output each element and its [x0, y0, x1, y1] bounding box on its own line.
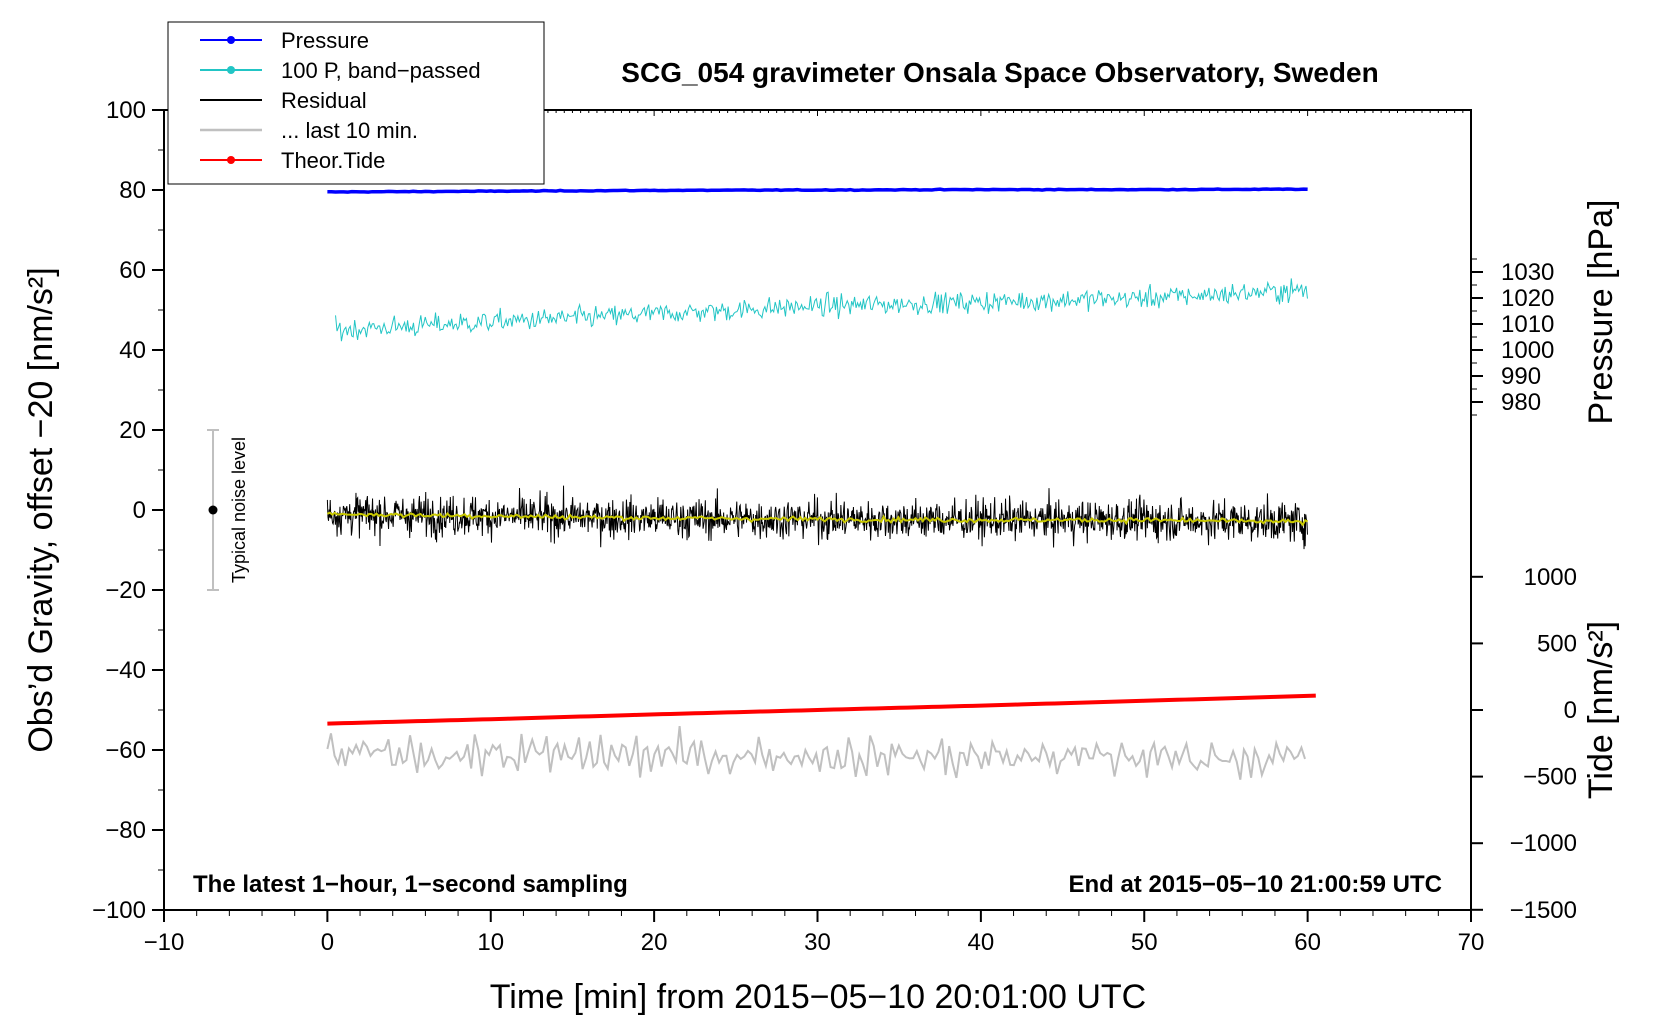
- pressure-axis-label: Pressure [hPa]: [1582, 200, 1620, 425]
- series-pressure: [327, 187, 1308, 194]
- noise-bar-center: [208, 505, 218, 515]
- x-tick-label: 60: [1294, 929, 1321, 956]
- annotation-end-time: End at 2015−05−10 21:00:59 UTC: [1068, 871, 1442, 898]
- y-tick-label: 40: [119, 337, 146, 364]
- tide-tick-label: −1500: [1510, 897, 1577, 924]
- tide-tick-label: 500: [1537, 630, 1577, 657]
- series-layer: [326, 187, 1316, 780]
- tide-axis: 1000 500 0 −500 −1000 −1500: [1471, 564, 1577, 924]
- pressure-tick-label: 1020: [1501, 285, 1554, 312]
- annotation-sampling: The latest 1−hour, 1−second sampling: [193, 871, 628, 898]
- series-residual: [326, 485, 1308, 550]
- y-tick-label: −40: [105, 657, 146, 684]
- tide-tick-label: −1000: [1510, 830, 1577, 857]
- series-last-10-min: [326, 726, 1306, 780]
- x-tick-label: 70: [1458, 929, 1485, 956]
- series-theoretical-tide: [327, 693, 1316, 726]
- y-tick-label: 0: [133, 497, 146, 524]
- x-tick-label: 10: [477, 929, 504, 956]
- y-tick-label: −20: [105, 577, 146, 604]
- pressure-tick-label: 980: [1501, 389, 1541, 416]
- legend: Pressure 100 P, band−passed Residual ... la…: [167, 21, 545, 185]
- y-tick-label: −100: [92, 897, 146, 924]
- tide-tick-label: 0: [1564, 697, 1577, 724]
- legend-label: 100 P, band−passed: [281, 58, 481, 83]
- y-tick-label: 100: [106, 97, 146, 124]
- pressure-tick-label: 1030: [1501, 259, 1554, 286]
- x-tick-label: 50: [1131, 929, 1158, 956]
- pressure-tick-label: 1000: [1501, 337, 1554, 364]
- tide-tick-label: 1000: [1524, 564, 1577, 591]
- legend-label: Theor.Tide: [281, 148, 385, 173]
- x-tick-label: −10: [144, 929, 185, 956]
- series-band-passed: [335, 278, 1308, 342]
- y-axis-left: 100 80 60 40 20 0 −20 −40 −60 −80 −100: [92, 97, 164, 924]
- legend-label: Residual: [281, 88, 367, 113]
- x-tick-label: 0: [321, 929, 334, 956]
- y-tick-label: −80: [105, 817, 146, 844]
- x-tick-label: 20: [641, 929, 668, 956]
- tide-tick-label: −500: [1523, 764, 1577, 791]
- legend-label: Pressure: [281, 28, 369, 53]
- noise-level-bar: Typical noise level: [207, 429, 249, 591]
- pressure-tick-label: 1010: [1501, 311, 1554, 338]
- chart-title: SCG_054 gravimeter Onsala Space Observat…: [621, 57, 1378, 88]
- noise-bar-label: Typical noise level: [229, 437, 249, 583]
- y-axis-label: Obs’d Gravity, offset −20 [nm/s²]: [22, 267, 60, 752]
- pressure-tick-label: 990: [1501, 363, 1541, 390]
- x-axis: −10 0 10 20 30 40 50 60 70: [144, 110, 1485, 956]
- y-tick-label: 20: [119, 417, 146, 444]
- legend-marker: [227, 156, 235, 164]
- x-tick-label: 40: [968, 929, 995, 956]
- y-tick-label: 80: [119, 177, 146, 204]
- y-tick-label: −60: [105, 737, 146, 764]
- x-axis-label: Time [min] from 2015−05−10 20:01:00 UTC: [490, 978, 1146, 1016]
- x-tick-label: 30: [804, 929, 831, 956]
- tide-axis-label: Tide [nm/s²]: [1582, 621, 1620, 799]
- y-tick-label: 60: [119, 257, 146, 284]
- legend-marker: [227, 36, 235, 44]
- legend-marker: [227, 66, 235, 74]
- legend-label: ... last 10 min.: [281, 118, 418, 143]
- series-residual-smoothed: [326, 511, 1309, 527]
